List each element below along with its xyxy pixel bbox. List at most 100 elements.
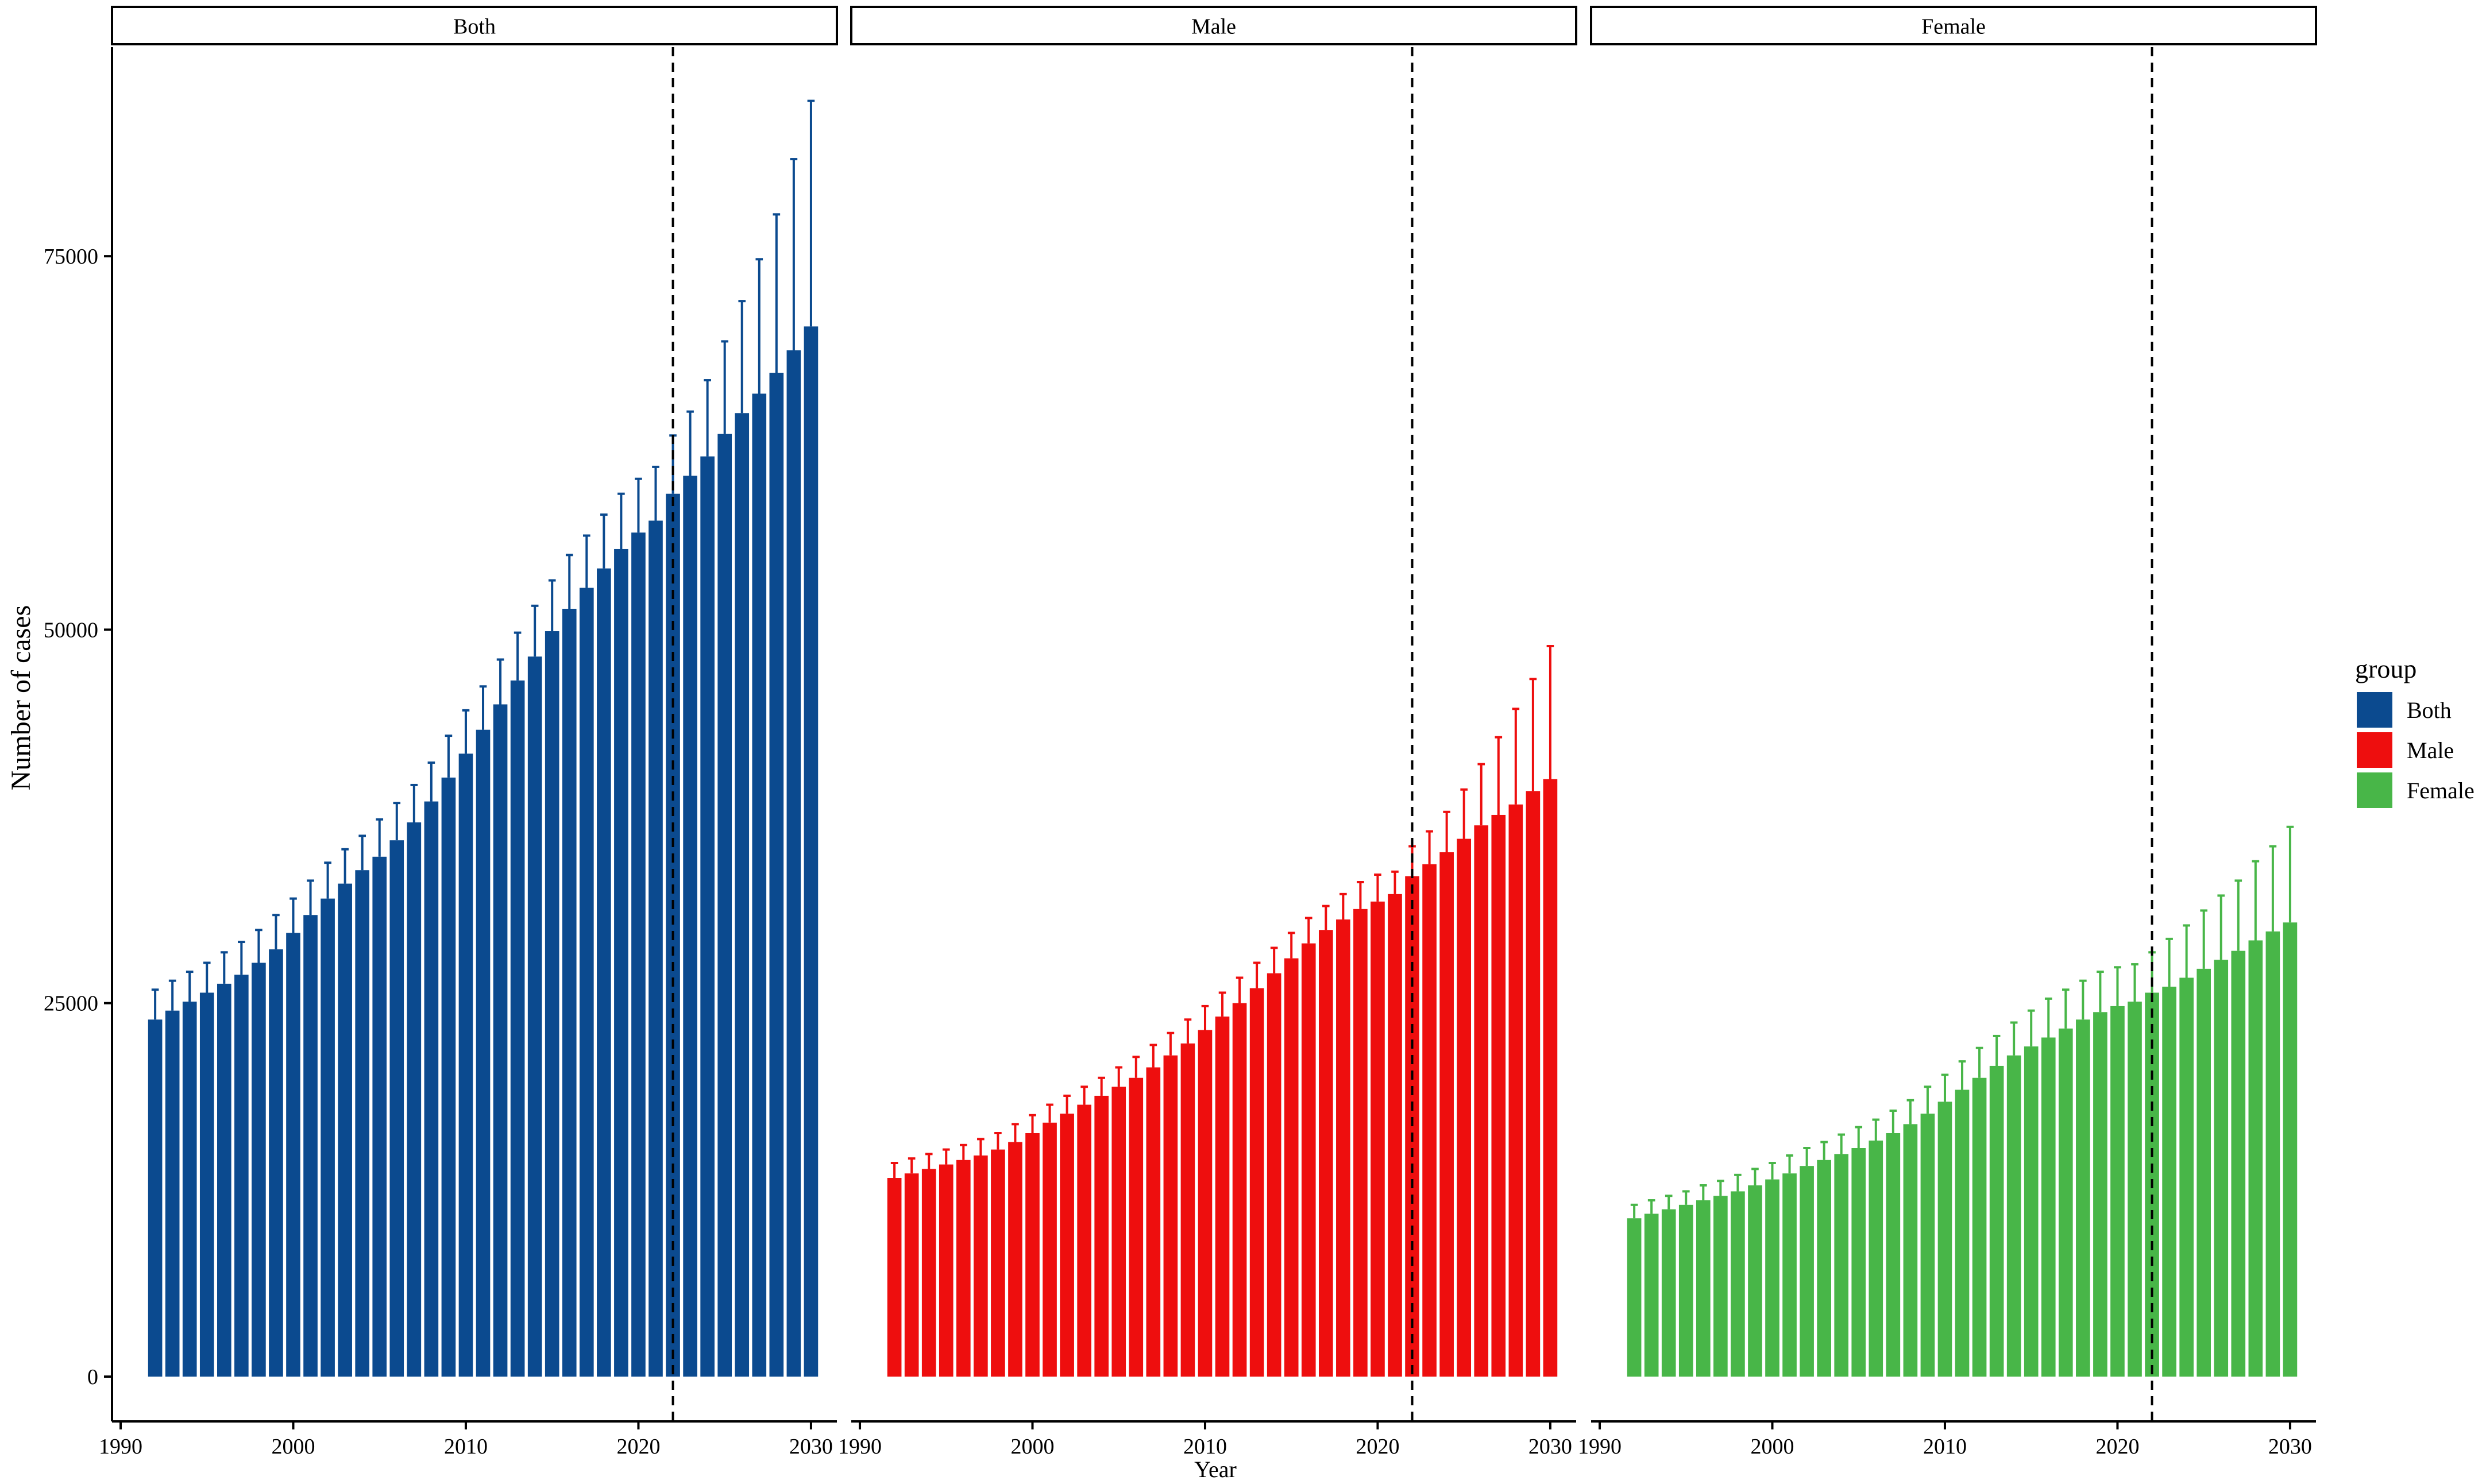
bar xyxy=(2058,1028,2073,1377)
legend: group Both Male Female xyxy=(2355,654,2475,808)
x-tick-label: 2020 xyxy=(1356,1435,1399,1459)
bar xyxy=(286,933,300,1377)
bar xyxy=(562,609,577,1377)
bar xyxy=(303,915,318,1377)
bar xyxy=(1920,1114,1935,1377)
bar xyxy=(1627,1218,1642,1377)
bar xyxy=(2041,1037,2056,1377)
x-tick-label: 1990 xyxy=(99,1435,142,1459)
x-tick-label: 2030 xyxy=(1528,1435,1572,1459)
x-tick-label: 1990 xyxy=(1578,1435,1622,1459)
legend-label: Male xyxy=(2407,737,2454,763)
bar xyxy=(148,1019,163,1377)
panel-male: Male 1990 2000 2010 2020 2030 xyxy=(838,6,1577,1459)
legend-label: Female xyxy=(2407,778,2475,803)
bar xyxy=(735,413,750,1377)
bar xyxy=(355,870,370,1377)
bar xyxy=(1267,973,1281,1377)
bar xyxy=(2162,987,2176,1377)
bar xyxy=(1422,864,1437,1377)
bar xyxy=(1388,894,1402,1377)
bar xyxy=(441,777,456,1377)
bar xyxy=(1817,1160,1831,1377)
bar xyxy=(786,350,801,1377)
bar xyxy=(1765,1179,1779,1377)
bar xyxy=(321,898,335,1377)
bar xyxy=(1111,1087,1126,1377)
x-axis-label: Year xyxy=(1194,1456,1237,1482)
bar xyxy=(1526,791,1541,1377)
bar xyxy=(1696,1200,1711,1377)
legend-key-both xyxy=(2357,692,2392,728)
bar xyxy=(2179,977,2194,1377)
panel-strip xyxy=(111,6,838,45)
panel-strip xyxy=(850,6,1577,45)
bar xyxy=(956,1160,971,1377)
bar xyxy=(1731,1191,1745,1377)
bar xyxy=(389,840,404,1377)
bar xyxy=(1937,1102,1952,1377)
bar xyxy=(1060,1114,1074,1377)
bar xyxy=(631,532,646,1377)
y-tick-label: 75000 xyxy=(44,245,98,269)
bar xyxy=(1491,814,1506,1377)
bar xyxy=(372,856,387,1377)
y-tick-label: 50000 xyxy=(44,618,98,642)
bar xyxy=(2006,1055,2021,1377)
bar xyxy=(545,631,559,1377)
bar xyxy=(2076,1019,2090,1377)
bar xyxy=(1508,804,1523,1377)
bar xyxy=(1180,1043,1195,1377)
bar xyxy=(1903,1124,1918,1377)
bar xyxy=(1371,901,1385,1377)
bar xyxy=(182,1002,197,1377)
bar xyxy=(527,656,542,1377)
x-tick-label: 2000 xyxy=(272,1435,315,1459)
bar xyxy=(1834,1154,1849,1377)
bar xyxy=(1439,852,1454,1377)
bar xyxy=(1129,1077,1144,1377)
bar xyxy=(804,326,819,1377)
bar xyxy=(904,1173,919,1377)
bar xyxy=(2128,1002,2142,1377)
bar xyxy=(407,822,422,1377)
bar xyxy=(2283,922,2298,1377)
bar xyxy=(2265,931,2280,1377)
bar xyxy=(1869,1140,1883,1377)
legend-key-male xyxy=(2357,732,2392,768)
bar xyxy=(1077,1104,1091,1377)
panel-strip-label: Female xyxy=(1921,15,1986,39)
y-tick-label: 25000 xyxy=(44,992,98,1016)
bar xyxy=(1094,1095,1109,1377)
bar xyxy=(1146,1067,1161,1377)
bar xyxy=(1972,1077,1987,1377)
bar xyxy=(424,801,439,1377)
bar xyxy=(1318,930,1333,1377)
bar xyxy=(252,963,266,1377)
bar xyxy=(1955,1089,1970,1377)
bar xyxy=(2093,1012,2107,1377)
bar xyxy=(683,476,697,1377)
bar xyxy=(510,680,525,1377)
panel-strip xyxy=(1590,6,2317,45)
bar xyxy=(717,434,732,1377)
panels: Both 1990 2000 2010 2020 2030 Male 1990 2000 2010… xyxy=(99,6,2317,1459)
legend-key-female xyxy=(2357,772,2392,808)
legend-title: group xyxy=(2355,654,2416,683)
bar xyxy=(493,704,508,1377)
bar xyxy=(1713,1196,1728,1377)
x-tick-label: 2010 xyxy=(444,1435,488,1459)
bar xyxy=(269,949,283,1377)
x-tick-label: 2000 xyxy=(1751,1435,1794,1459)
x-tick-label: 2020 xyxy=(616,1435,660,1459)
panel-strip-label: Both xyxy=(453,15,496,39)
bar xyxy=(1886,1133,1901,1377)
bar xyxy=(1008,1142,1022,1377)
bar xyxy=(1782,1173,1797,1377)
bar xyxy=(1284,958,1299,1377)
bar xyxy=(1474,825,1489,1377)
bar xyxy=(1043,1122,1057,1377)
x-tick-label: 2030 xyxy=(2268,1435,2312,1459)
panel-both: Both 1990 2000 2010 2020 2030 xyxy=(99,6,838,1459)
bar xyxy=(1644,1214,1659,1377)
